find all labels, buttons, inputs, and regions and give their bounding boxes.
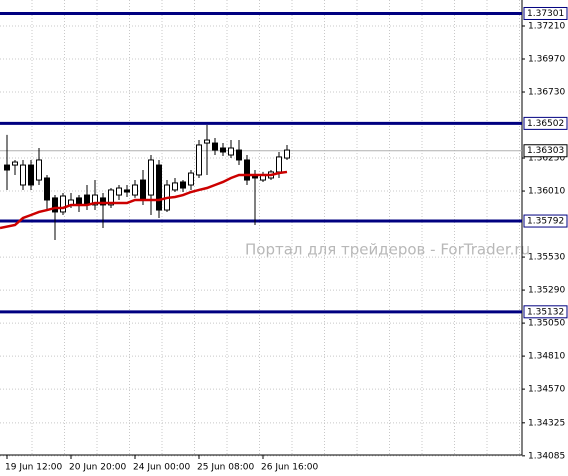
- candle-body: [276, 156, 282, 173]
- candle-body: [236, 149, 242, 161]
- price-label-box: [523, 116, 568, 130]
- y-tick-label: 1.37210: [528, 21, 565, 31]
- y-tick-label: 1.36250: [528, 154, 565, 164]
- candle-body: [108, 189, 114, 206]
- candle-body: [12, 161, 18, 166]
- candle-body: [220, 147, 226, 153]
- y-tick-label: 1.35290: [528, 286, 565, 296]
- candle-body: [180, 181, 186, 189]
- x-tick-label: 26 Jun 16:00: [261, 463, 318, 473]
- candle-body: [172, 182, 178, 191]
- price-label: 1.35792: [527, 217, 564, 227]
- candle-body: [52, 197, 58, 213]
- price-label-box: [523, 6, 568, 20]
- candle-body: [116, 187, 122, 196]
- candle-body: [60, 195, 66, 213]
- candle-body: [44, 177, 50, 201]
- price-label: 1.36303: [527, 146, 564, 156]
- candle-body: [20, 164, 26, 186]
- candle-body: [196, 144, 202, 176]
- x-tick-label: 20 Jun 20:00: [69, 463, 126, 473]
- y-tick-label: 1.36730: [528, 88, 565, 98]
- candle-body: [28, 164, 34, 186]
- y-tick-label: 1.34085: [528, 451, 565, 461]
- y-tick-label: 1.36010: [528, 187, 565, 197]
- price-label: 1.37301: [527, 9, 564, 19]
- price-label-box: [523, 144, 568, 158]
- price-label-box: [523, 214, 568, 228]
- watermark: Портал для трейдеров - ForTrader.ru: [245, 241, 530, 259]
- candle-body: [4, 164, 10, 171]
- candle-body: [36, 159, 42, 181]
- price-label: 1.36502: [527, 119, 564, 129]
- y-tick-label: 1.35530: [528, 253, 565, 263]
- candle-body: [156, 164, 162, 211]
- x-tick-label: 25 Jun 08:00: [197, 463, 254, 473]
- x-tick-label: 24 Jun 00:00: [133, 463, 190, 473]
- candle-body: [204, 139, 210, 144]
- price-label-box: [523, 305, 568, 319]
- moving-average: [0, 170, 288, 230]
- candle-body: [284, 149, 290, 159]
- price-label: 1.35132: [527, 307, 564, 317]
- y-tick-label: 1.34810: [528, 352, 565, 362]
- candle-body: [132, 184, 138, 196]
- candle-body: [140, 179, 146, 201]
- candle-body: [212, 142, 218, 151]
- candle-body: [92, 194, 98, 206]
- candle-body: [188, 172, 194, 186]
- y-tick-label: 1.36970: [528, 55, 565, 65]
- x-tick-label: 19 Jun 12:00: [5, 463, 62, 473]
- y-tick-label: 1.34325: [528, 418, 565, 428]
- candle-body: [124, 189, 130, 193]
- candle-body: [100, 197, 106, 206]
- candle-body: [244, 159, 250, 181]
- y-tick-label: 1.34570: [528, 385, 565, 395]
- y-tick-label: 1.35050: [528, 319, 565, 329]
- candle-body: [228, 147, 234, 156]
- candle-body: [148, 159, 154, 196]
